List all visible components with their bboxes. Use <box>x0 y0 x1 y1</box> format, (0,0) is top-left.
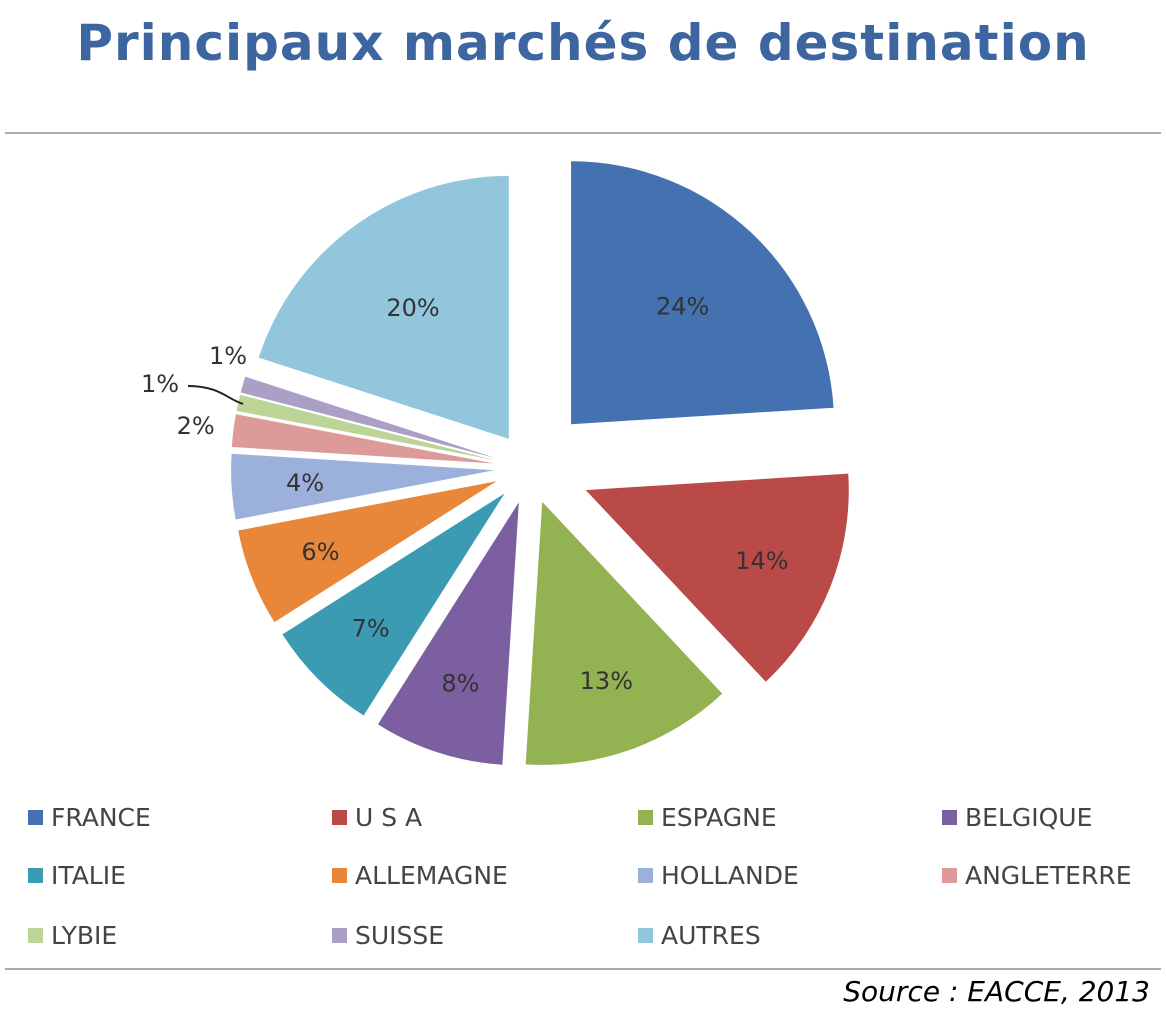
data-label-hollande: 4% <box>286 469 324 497</box>
data-label-autres: 20% <box>386 294 439 322</box>
legend-label: ITALIE <box>51 860 126 890</box>
legend-label: LYBIE <box>51 920 118 950</box>
pie-slice-espagne <box>525 501 723 765</box>
pie-slice-hollande <box>231 453 495 520</box>
data-label-usa: 14% <box>735 547 788 575</box>
legend-label: FRANCE <box>51 802 151 832</box>
legend-swatch <box>28 809 43 825</box>
legend-swatch <box>942 867 957 883</box>
legend-label: ANGLETERRE <box>965 860 1132 890</box>
top-divider <box>5 132 1161 134</box>
pie-slice-france <box>571 161 834 425</box>
data-label-espagne: 13% <box>580 667 633 695</box>
legend-item-suisse: SUISSE <box>332 920 444 950</box>
chart-legend: FRANCE U S A ESPAGNE BELGIQUE ITALIE ALLEMAGN… <box>0 790 1166 960</box>
legend-label: ESPAGNE <box>661 802 777 832</box>
legend-item-usa: U S A <box>332 802 422 832</box>
legend-label: AUTRES <box>661 920 761 950</box>
legend-item-france: FRANCE <box>28 802 151 832</box>
data-label-belgique: 8% <box>441 669 479 697</box>
legend-item-hollande: HOLLANDE <box>638 860 799 890</box>
legend-item-autres: AUTRES <box>638 920 761 950</box>
legend-item-belgique: BELGIQUE <box>942 802 1092 832</box>
pie-slice-italie <box>282 493 505 716</box>
bottom-divider <box>5 968 1161 970</box>
pie-slice-lybie <box>236 394 495 461</box>
legend-item-espagne: ESPAGNE <box>638 802 777 832</box>
legend-swatch <box>942 809 957 825</box>
data-label-allemagne: 6% <box>301 538 339 566</box>
pie-chart: 24% 14% 13% 8% 7% 6% 4% 2% 1% 1% 20% <box>141 161 849 765</box>
legend-item-allemagne: ALLEMAGNE <box>332 860 508 890</box>
legend-item-italie: ITALIE <box>28 860 126 890</box>
legend-swatch <box>28 927 43 943</box>
pie-slice-autres <box>258 175 509 439</box>
data-label-lybie: 1% <box>141 370 179 398</box>
legend-item-angleterre: ANGLETERRE <box>942 860 1132 890</box>
legend-item-lybie: LYBIE <box>28 920 117 950</box>
pie-slice-usa <box>585 473 849 682</box>
data-label-france: 24% <box>656 292 709 320</box>
chart-title: Principaux marchés de destination <box>76 14 1090 72</box>
legend-swatch <box>332 867 347 883</box>
legend-label: ALLEMAGNE <box>355 860 508 890</box>
legend-swatch <box>638 867 653 883</box>
source-note: Source : EACCE, 2013 <box>843 975 1150 1008</box>
legend-swatch <box>638 809 653 825</box>
legend-label: SUISSE <box>355 920 445 950</box>
data-label-angleterre: 2% <box>177 412 215 440</box>
legend-swatch <box>28 867 43 883</box>
legend-label: HOLLANDE <box>661 860 799 890</box>
legend-swatch <box>332 809 347 825</box>
pie-slice-angleterre <box>231 414 495 464</box>
pie-slice-suisse <box>240 376 496 458</box>
pie-slice-allemagne <box>238 481 497 623</box>
legend-swatch <box>638 927 653 943</box>
data-label-italie: 7% <box>352 614 390 642</box>
data-label-suisse: 1% <box>209 342 247 370</box>
legend-label: BELGIQUE <box>965 802 1093 832</box>
legend-swatch <box>332 927 347 943</box>
pie-slice-belgique <box>377 502 519 765</box>
legend-label: U S A <box>355 802 423 832</box>
leader-line-lybie <box>187 385 244 405</box>
